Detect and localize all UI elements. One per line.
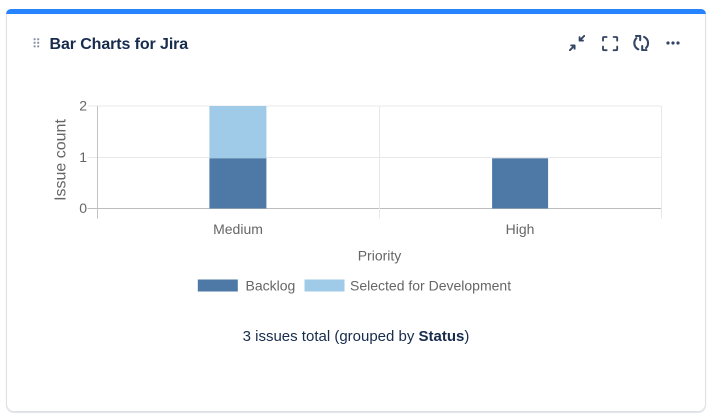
svg-text:Priority: Priority [358, 248, 402, 264]
svg-text:2: 2 [79, 98, 87, 114]
svg-text:High: High [506, 221, 535, 237]
svg-text:Issue count: Issue count [53, 119, 70, 201]
svg-text:0: 0 [79, 200, 87, 216]
svg-text:Medium: Medium [213, 221, 263, 237]
svg-text:Selected for Development: Selected for Development [350, 278, 511, 294]
svg-text:Backlog: Backlog [246, 278, 296, 294]
svg-text:1: 1 [79, 149, 87, 165]
